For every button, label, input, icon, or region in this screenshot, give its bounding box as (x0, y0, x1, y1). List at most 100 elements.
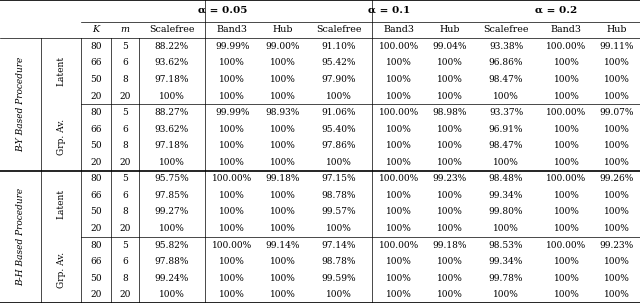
Text: 80: 80 (90, 42, 102, 51)
Text: 50: 50 (90, 75, 102, 84)
Text: 99.18%: 99.18% (433, 241, 467, 250)
Text: K: K (92, 25, 99, 34)
Text: 5: 5 (122, 174, 128, 183)
Text: 100.00%: 100.00% (380, 174, 419, 183)
Text: 99.78%: 99.78% (489, 274, 524, 283)
Text: 100%: 100% (326, 290, 352, 299)
Text: 100%: 100% (159, 224, 185, 233)
Text: 100%: 100% (554, 290, 579, 299)
Text: 99.00%: 99.00% (266, 42, 300, 51)
Text: 100.00%: 100.00% (380, 241, 419, 250)
Text: 97.90%: 97.90% (322, 75, 356, 84)
Text: 95.75%: 95.75% (155, 174, 189, 183)
Text: 100%: 100% (437, 208, 463, 216)
Text: 93.62%: 93.62% (155, 58, 189, 68)
Text: 99.07%: 99.07% (600, 108, 634, 117)
Text: 100%: 100% (326, 224, 352, 233)
Text: 100%: 100% (220, 158, 245, 167)
Text: 100%: 100% (437, 58, 463, 68)
Text: Scalefree: Scalefree (316, 25, 362, 34)
Text: 100%: 100% (220, 208, 245, 216)
Text: 100%: 100% (220, 274, 245, 283)
Text: 100%: 100% (604, 208, 630, 216)
Text: 88.27%: 88.27% (155, 108, 189, 117)
Text: 100%: 100% (604, 191, 630, 200)
Text: 100%: 100% (604, 125, 630, 134)
Text: 100%: 100% (554, 191, 579, 200)
Text: 100%: 100% (387, 58, 412, 68)
Text: 6: 6 (122, 125, 128, 134)
Text: 6: 6 (122, 58, 128, 68)
Text: 99.59%: 99.59% (322, 274, 356, 283)
Text: 66: 66 (90, 125, 102, 134)
Text: 100%: 100% (437, 125, 463, 134)
Text: 100%: 100% (220, 290, 245, 299)
Text: 100.00%: 100.00% (380, 108, 419, 117)
Text: 99.23%: 99.23% (433, 174, 467, 183)
Text: 100%: 100% (326, 92, 352, 101)
Text: 8: 8 (122, 208, 128, 216)
Text: 100%: 100% (387, 191, 412, 200)
Text: 100%: 100% (604, 224, 630, 233)
Text: α = 0.1: α = 0.1 (369, 6, 411, 15)
Text: 100%: 100% (220, 141, 245, 150)
Text: 98.48%: 98.48% (489, 174, 524, 183)
Text: 100%: 100% (387, 224, 412, 233)
Text: 100%: 100% (270, 208, 296, 216)
Text: 96.86%: 96.86% (489, 58, 524, 68)
Text: 100.00%: 100.00% (547, 108, 586, 117)
Text: 100%: 100% (387, 158, 412, 167)
Text: 100%: 100% (270, 191, 296, 200)
Text: 20: 20 (90, 224, 102, 233)
Text: 99.80%: 99.80% (489, 208, 524, 216)
Text: 97.18%: 97.18% (155, 141, 189, 150)
Text: 100%: 100% (493, 158, 519, 167)
Text: 100%: 100% (159, 290, 185, 299)
Text: 99.11%: 99.11% (600, 42, 634, 51)
Text: 97.88%: 97.88% (155, 257, 189, 266)
Text: 100%: 100% (554, 125, 579, 134)
Text: 100%: 100% (387, 141, 412, 150)
Text: 8: 8 (122, 75, 128, 84)
Text: 100%: 100% (220, 92, 245, 101)
Text: 97.18%: 97.18% (155, 75, 189, 84)
Text: 100%: 100% (554, 158, 579, 167)
Text: 6: 6 (122, 191, 128, 200)
Text: 80: 80 (90, 241, 102, 250)
Text: Latent: Latent (57, 188, 66, 219)
Text: 93.62%: 93.62% (155, 125, 189, 134)
Text: Band3: Band3 (217, 25, 248, 34)
Text: 100.00%: 100.00% (212, 241, 252, 250)
Text: α = 0.2: α = 0.2 (536, 6, 578, 15)
Text: 80: 80 (90, 174, 102, 183)
Text: 20: 20 (119, 92, 131, 101)
Text: 6: 6 (122, 257, 128, 266)
Text: 100%: 100% (437, 274, 463, 283)
Text: 99.18%: 99.18% (266, 174, 300, 183)
Text: 100%: 100% (270, 224, 296, 233)
Text: 99.23%: 99.23% (600, 241, 634, 250)
Text: 100%: 100% (220, 75, 245, 84)
Text: 98.47%: 98.47% (489, 141, 524, 150)
Text: 96.91%: 96.91% (489, 125, 524, 134)
Text: 100%: 100% (604, 274, 630, 283)
Text: B-Y Based Procedure: B-Y Based Procedure (16, 57, 25, 152)
Text: 99.24%: 99.24% (155, 274, 189, 283)
Text: 98.93%: 98.93% (266, 108, 300, 117)
Text: 100%: 100% (554, 274, 579, 283)
Text: 8: 8 (122, 274, 128, 283)
Text: 100%: 100% (270, 141, 296, 150)
Text: 100%: 100% (220, 58, 245, 68)
Text: 100%: 100% (326, 158, 352, 167)
Text: 50: 50 (90, 208, 102, 216)
Text: 100%: 100% (387, 208, 412, 216)
Text: 99.34%: 99.34% (489, 257, 524, 266)
Text: Hub: Hub (607, 25, 627, 34)
Text: Grp. Av.: Grp. Av. (57, 252, 66, 288)
Text: 100%: 100% (604, 290, 630, 299)
Text: 100%: 100% (604, 257, 630, 266)
Text: 5: 5 (122, 241, 128, 250)
Text: 100%: 100% (437, 224, 463, 233)
Text: 5: 5 (122, 108, 128, 117)
Text: 20: 20 (119, 158, 131, 167)
